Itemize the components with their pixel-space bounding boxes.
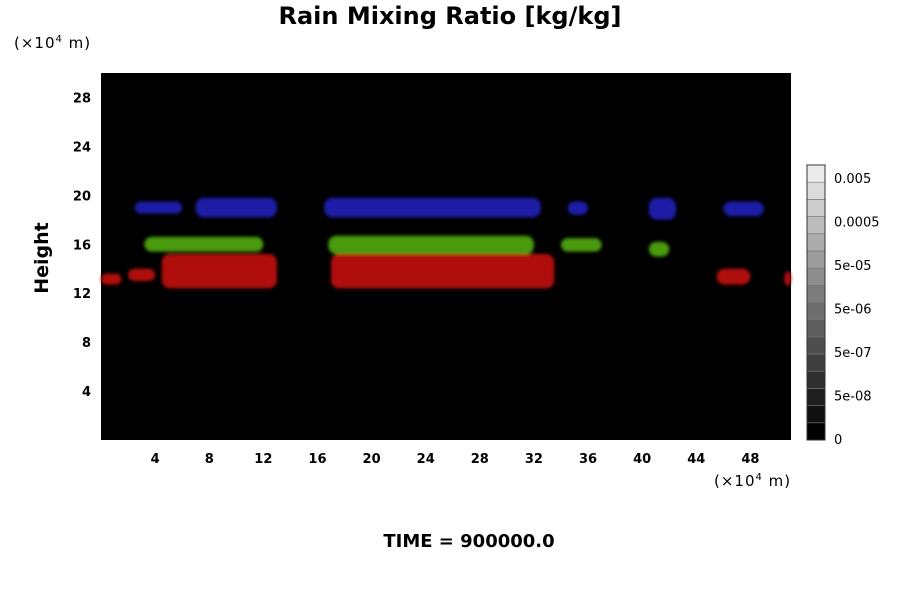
data-region-2-4 bbox=[716, 268, 751, 285]
x-unit-label: (×104 m) bbox=[714, 472, 792, 490]
colorbar-label: 5e-08 bbox=[834, 390, 872, 405]
colorbar-level-5 bbox=[806, 336, 826, 355]
colorbar-label: 0.005 bbox=[834, 172, 871, 187]
chart-title: Rain Mixing Ratio [kg/kg] bbox=[278, 2, 622, 30]
colorbar-level-0 bbox=[806, 422, 826, 441]
y-tick-label-16: 16 bbox=[73, 238, 91, 253]
x-tick-label-8: 8 bbox=[205, 452, 214, 467]
data-region-2-5 bbox=[784, 271, 791, 286]
colorbar-level-8 bbox=[806, 285, 826, 303]
colorbar: 0.005 0.0005 5e-05 5e-06 5e-07 5e-08 0 bbox=[806, 164, 880, 448]
y-unit-label: (×104 m) bbox=[14, 34, 92, 52]
y-tick-label-20: 20 bbox=[73, 189, 91, 204]
colorbar-level-15 bbox=[806, 164, 826, 183]
colorbar-label: 0.0005 bbox=[834, 216, 880, 231]
data-region-1-3 bbox=[648, 241, 670, 257]
colorbar-label: 5e-07 bbox=[834, 346, 872, 361]
data-region-0-2 bbox=[324, 197, 541, 218]
data-region-0-5 bbox=[723, 201, 764, 217]
x-tick-label-36: 36 bbox=[579, 452, 597, 467]
colorbar-frame bbox=[806, 164, 826, 441]
data-region-1-1 bbox=[328, 235, 534, 255]
time-label: TIME = 900000.0 bbox=[383, 531, 555, 552]
colorbar-label: 5e-06 bbox=[834, 303, 872, 318]
colorbar-label: 0 bbox=[834, 433, 842, 448]
colorbar-level-2 bbox=[806, 388, 826, 406]
x-tick-label-40: 40 bbox=[633, 452, 651, 467]
x-tick-label-16: 16 bbox=[308, 452, 326, 467]
x-tick-label-12: 12 bbox=[254, 452, 272, 467]
y-tick-label-28: 28 bbox=[73, 91, 91, 106]
colorbar-level-10 bbox=[806, 250, 826, 269]
colorbar-level-13 bbox=[806, 199, 826, 217]
y-tick-label-12: 12 bbox=[73, 287, 91, 302]
data-region-2-1 bbox=[128, 268, 156, 281]
x-ticks: 4 8 12 16 20 24 28 32 36 40 44 48 bbox=[151, 452, 760, 467]
data-region-2-0 bbox=[101, 273, 122, 285]
data-region-0-1 bbox=[195, 197, 277, 218]
x-tick-label-4: 4 bbox=[151, 452, 160, 467]
y-ticks: 4 8 12 16 20 24 28 bbox=[73, 91, 91, 400]
y-tick-label-24: 24 bbox=[73, 140, 91, 155]
data-region-1-2 bbox=[561, 238, 602, 252]
data-region-0-3 bbox=[567, 201, 589, 215]
colorbar-level-11 bbox=[806, 233, 826, 252]
data-region-0-4 bbox=[648, 197, 676, 220]
colorbar-level-3 bbox=[806, 370, 826, 389]
x-tick-label-28: 28 bbox=[471, 452, 489, 467]
x-tick-label-20: 20 bbox=[363, 452, 381, 467]
colorbar-level-6 bbox=[806, 319, 826, 338]
x-tick-label-32: 32 bbox=[525, 452, 543, 467]
x-tick-label-48: 48 bbox=[741, 452, 759, 467]
colorbar-level-9 bbox=[806, 267, 826, 286]
colorbar-level-12 bbox=[806, 216, 826, 235]
colorbar-level-1 bbox=[806, 405, 826, 424]
data-region-1-0 bbox=[144, 236, 264, 252]
data-region-2-3 bbox=[331, 254, 555, 289]
x-tick-label-24: 24 bbox=[417, 452, 435, 467]
colorbar-level-4 bbox=[806, 353, 826, 372]
y-tick-label-8: 8 bbox=[82, 336, 91, 351]
x-tick-label-44: 44 bbox=[687, 452, 705, 467]
data-region-0-0 bbox=[134, 201, 183, 214]
colorbar-label: 5e-05 bbox=[834, 259, 872, 274]
colorbar-level-7 bbox=[806, 302, 826, 320]
data-region-2-2 bbox=[161, 254, 277, 289]
y-tick-label-4: 4 bbox=[82, 385, 91, 400]
colorbar-level-14 bbox=[806, 181, 826, 200]
